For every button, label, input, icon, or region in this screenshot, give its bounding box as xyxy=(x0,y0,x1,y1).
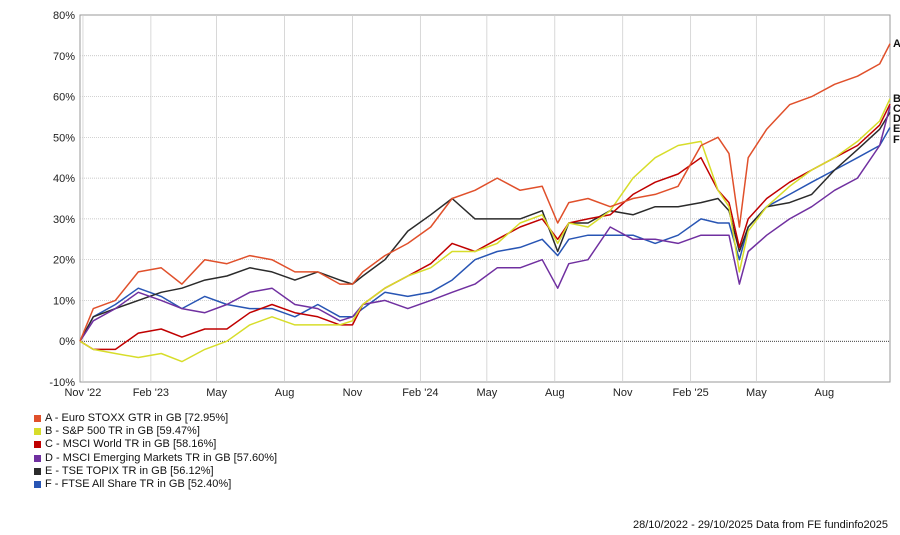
series-lines xyxy=(79,43,891,363)
y-tick-label: 20% xyxy=(53,255,75,267)
legend-label: B - S&P 500 TR in GB [59.47%] xyxy=(45,425,200,438)
grid-lines xyxy=(80,15,890,382)
x-tick-label: Aug xyxy=(545,387,565,399)
legend-swatch xyxy=(34,428,41,436)
x-tick-label: Aug xyxy=(275,387,295,399)
legend-label: C - MSCI World TR in GB [58.16%] xyxy=(45,438,217,451)
x-tick-label: Feb '23 xyxy=(133,387,169,399)
legend-label: F - FTSE All Share TR in GB [52.40%] xyxy=(45,478,232,491)
series-line-a xyxy=(79,43,891,342)
legend: A - Euro STOXX GTR in GB [72.95%] B - S&P… xyxy=(34,412,277,491)
x-tick-label: May xyxy=(206,387,227,399)
y-tick-label: 0% xyxy=(59,336,75,348)
x-axis: Nov '22 Feb '23 May Aug Nov Feb '24 May Aug Nov F… xyxy=(64,387,834,399)
legend-item-c: C - MSCI World TR in GB [58.16%] xyxy=(34,438,277,451)
series-end-label-b: B xyxy=(893,93,900,105)
y-tick-label: 10% xyxy=(53,295,75,307)
legend-label: A - Euro STOXX GTR in GB [72.95%] xyxy=(45,412,229,425)
y-tick-label: 40% xyxy=(53,173,75,185)
footer-source-note: 28/10/2022 - 29/10/2025 Data from FE fun… xyxy=(632,519,888,531)
series-line-e xyxy=(79,112,891,342)
legend-item-a: A - Euro STOXX GTR in GB [72.95%] xyxy=(34,412,277,425)
series-end-label-e: E xyxy=(893,123,900,135)
y-tick-label: 70% xyxy=(53,51,75,63)
series-end-label-f: F xyxy=(893,134,900,146)
series-end-label-a: A xyxy=(893,38,900,50)
legend-item-f: F - FTSE All Share TR in GB [52.40%] xyxy=(34,478,277,491)
series-line-d xyxy=(79,106,891,342)
x-tick-label: Feb '25 xyxy=(672,387,708,399)
x-tick-label: Nov '22 xyxy=(64,387,101,399)
legend-item-b: B - S&P 500 TR in GB [59.47%] xyxy=(34,425,277,438)
x-tick-label: May xyxy=(746,387,767,399)
y-tick-label: 60% xyxy=(53,92,75,104)
series-line-b xyxy=(79,98,891,363)
legend-item-e: E - TSE TOPIX TR in GB [56.12%] xyxy=(34,465,277,478)
y-tick-label: 80% xyxy=(53,10,75,22)
x-tick-label: Aug xyxy=(814,387,834,399)
legend-label: E - TSE TOPIX TR in GB [56.12%] xyxy=(45,464,214,477)
legend-swatch xyxy=(34,467,41,475)
y-tick-label: 30% xyxy=(53,214,75,226)
legend-swatch xyxy=(34,415,41,423)
legend-label: D - MSCI Emerging Markets TR in GB [57.6… xyxy=(45,451,278,464)
y-tick-label: -10% xyxy=(49,377,75,389)
legend-swatch xyxy=(34,454,41,462)
legend-swatch xyxy=(34,481,41,489)
x-tick-label: Feb '24 xyxy=(402,387,438,399)
series-end-label-c: C xyxy=(893,103,900,115)
x-tick-label: Nov xyxy=(343,387,363,399)
y-axis: -10% 0% 10% 20% 30% 40% 50% 60% 70% 80% xyxy=(49,10,75,389)
x-tick-label: Nov xyxy=(613,387,633,399)
x-tick-label: May xyxy=(476,387,497,399)
plot-area xyxy=(79,14,891,383)
y-tick-label: 50% xyxy=(53,132,75,144)
series-end-label-d: D xyxy=(893,113,900,125)
legend-item-d: D - MSCI Emerging Markets TR in GB [57.6… xyxy=(34,452,277,465)
legend-swatch xyxy=(34,441,41,449)
